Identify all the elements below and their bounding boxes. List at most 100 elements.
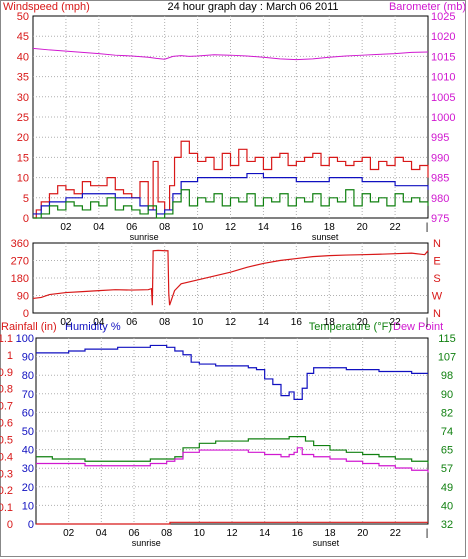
humidity-tick-label: 40 <box>22 445 34 457</box>
wind-hour-label: 08 <box>159 222 171 233</box>
direction-hour-label: 10 <box>192 317 204 328</box>
temperature-tick-label: 74 <box>441 426 453 438</box>
compass-tick-label: S <box>433 273 440 285</box>
windspeed-tick-label: 15 <box>17 152 29 164</box>
humidity-tick-label: 0 <box>28 519 34 531</box>
temperature-tick-label: 49 <box>441 482 453 494</box>
barometer-tick-label: 980 <box>431 193 449 205</box>
temperature-hour-label: 08 <box>161 528 173 539</box>
rainfall-tick-label: 0.4 <box>0 451 13 463</box>
temperature-hour-label: 04 <box>96 528 108 539</box>
compass-tick-label: N <box>433 308 441 320</box>
barometer-tick-label: 990 <box>431 152 449 164</box>
wind-sunrise-label: sunrise <box>130 232 159 242</box>
temperature-hour-label: 16 <box>292 528 304 539</box>
barometer-tick-label: 1005 <box>431 92 455 104</box>
temperature-end-tick: | <box>426 528 429 539</box>
compass-tick-label: N <box>433 238 441 250</box>
humidity-tick-label: 60 <box>22 407 34 419</box>
direction-tick-label: 0 <box>23 308 29 320</box>
barometer-tick-label: 1020 <box>431 31 455 43</box>
temperature-hour-label: 10 <box>194 528 206 539</box>
temperature-tick-label: 90 <box>441 389 453 401</box>
temperature-tick-label: 115 <box>438 333 456 345</box>
wind-end-tick: | <box>426 222 429 233</box>
direction-hour-label: 22 <box>390 317 402 328</box>
temperature-tick-label: 65 <box>441 445 453 457</box>
rainfall-tick-label: 0.9 <box>0 367 13 379</box>
temperature-tick-label: 82 <box>441 407 453 419</box>
temperature-hour-label: 20 <box>357 528 369 539</box>
barometer-series-line <box>32 47 429 61</box>
compass-tick-label: W <box>432 291 443 303</box>
barometer-tick-label: 995 <box>431 132 449 144</box>
rainfall-tick-label: 0.2 <box>0 485 13 497</box>
wind-series-line-1 <box>33 172 429 215</box>
rainfall-tick-label: 0.8 <box>0 384 13 396</box>
humidity-tick-label: 100 <box>16 333 34 345</box>
graph-title: 24 hour graph day : March 06 2011 <box>167 1 338 13</box>
rainfall-tick-label: 0.7 <box>0 401 13 413</box>
direction-hour-label: 20 <box>357 317 369 328</box>
rainfall-tick-label: 0.1 <box>0 502 13 514</box>
wind-hour-label: 06 <box>126 222 138 233</box>
barometer-tick-label: 1010 <box>431 72 455 84</box>
direction-plot-area <box>32 242 429 314</box>
wind-series-line-2 <box>33 189 429 219</box>
temperature-hour-label: 22 <box>390 528 402 539</box>
temperature-tick-label: 57 <box>441 463 453 475</box>
rainfall-axis-title: Rainfall (in) <box>1 321 57 333</box>
windspeed-tick-label: 30 <box>17 92 29 104</box>
windspeed-tick-label: 40 <box>17 51 29 63</box>
windspeed-tick-label: 5 <box>23 193 29 205</box>
barometer-tick-label: 1015 <box>431 51 455 63</box>
humidity-tick-label: 90 <box>22 352 34 364</box>
direction-series-line <box>32 249 429 306</box>
humidity-tick-label: 10 <box>22 500 34 512</box>
temperature-hour-label: 02 <box>63 528 75 539</box>
wind-hour-label: 14 <box>258 222 270 233</box>
windspeed-tick-label: 45 <box>17 31 29 43</box>
temperature-hour-label: 06 <box>128 528 140 539</box>
direction-tick-label: 180 <box>11 273 29 285</box>
rainfall-tick-label: 1 <box>7 350 13 362</box>
rainfall-tick-label: 0 <box>7 519 13 531</box>
rainfall-series-line <box>36 521 428 525</box>
humidity-tick-label: 70 <box>22 389 34 401</box>
rainfall-tick-label: 0.5 <box>0 434 13 446</box>
barometer-tick-label: 985 <box>431 173 449 185</box>
wind-hour-label: 16 <box>291 222 303 233</box>
temperature-tick-label: 40 <box>441 500 453 512</box>
temperature-hour-label: 14 <box>259 528 271 539</box>
wind-hour-label: 02 <box>60 222 72 233</box>
barometer-tick-label: 1000 <box>431 112 455 124</box>
temperature-axis-title: Temperature (°F) <box>309 321 392 333</box>
windspeed-tick-label: 20 <box>17 132 29 144</box>
temperature-tick-label: 98 <box>441 370 453 382</box>
wind-series-line-0 <box>33 140 429 219</box>
compass-tick-label: E <box>433 256 440 268</box>
windspeed-tick-label: 0 <box>23 213 29 225</box>
direction-hour-label: 12 <box>225 317 237 328</box>
barometer-axis-title: Barometer (mb) <box>389 1 466 13</box>
wind-hour-label: 12 <box>225 222 237 233</box>
direction-end-tick: | <box>426 317 429 328</box>
wind-hour-label: 20 <box>357 222 369 233</box>
humidity-series-line <box>36 344 428 400</box>
windspeed-tick-label: 25 <box>17 112 29 124</box>
direction-hour-label: 02 <box>60 317 72 328</box>
direction-tick-label: 90 <box>17 291 29 303</box>
direction-hour-label: 16 <box>291 317 303 328</box>
temperature-hour-label: 12 <box>226 528 238 539</box>
windspeed-axis-title: Windspeed (mph) <box>3 1 90 13</box>
windspeed-tick-label: 35 <box>17 72 29 84</box>
barometer-tick-label: 975 <box>431 213 449 225</box>
direction-hour-label: 08 <box>159 317 171 328</box>
direction-hour-label: 14 <box>258 317 270 328</box>
dewpoint-axis-title: Dew Point <box>393 321 443 333</box>
wind-hour-label: 10 <box>192 222 204 233</box>
wind-hour-label: 18 <box>324 222 336 233</box>
humidity-tick-label: 20 <box>22 482 34 494</box>
